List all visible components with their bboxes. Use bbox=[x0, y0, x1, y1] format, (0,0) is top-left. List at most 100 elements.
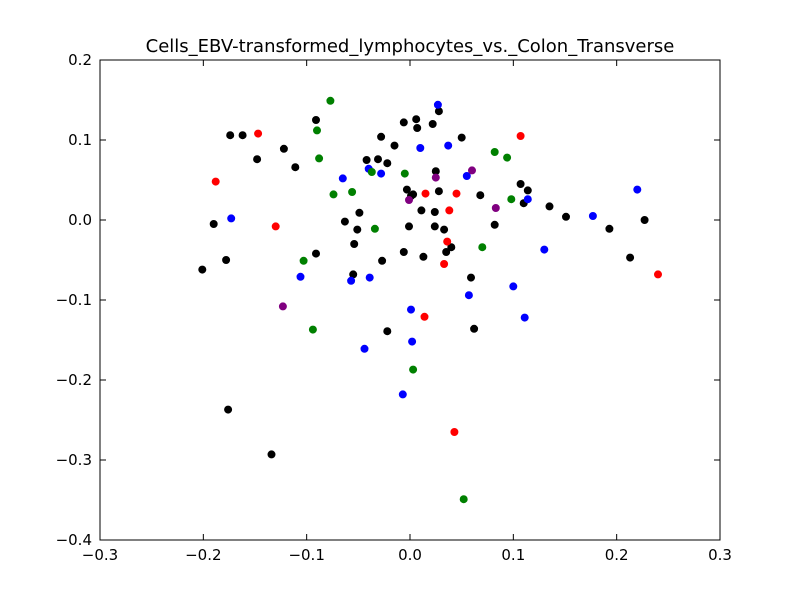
data-point bbox=[399, 248, 408, 256]
data-point bbox=[367, 168, 376, 176]
data-point bbox=[416, 144, 425, 152]
data-point bbox=[353, 225, 362, 234]
y-tick-label: −0.1 bbox=[56, 291, 92, 309]
data-point bbox=[412, 115, 421, 124]
x-tick-label: 0.3 bbox=[708, 546, 732, 564]
data-point bbox=[640, 216, 649, 224]
data-point bbox=[545, 202, 554, 211]
data-point bbox=[523, 186, 532, 195]
data-point bbox=[507, 195, 516, 204]
data-point bbox=[503, 153, 512, 162]
x-tick-label: 0.0 bbox=[398, 546, 422, 564]
data-point bbox=[254, 129, 263, 138]
y-tick-label: −0.2 bbox=[56, 371, 92, 389]
data-point bbox=[450, 428, 459, 436]
data-point bbox=[377, 169, 386, 178]
x-tick-label: −0.1 bbox=[288, 546, 324, 564]
data-point bbox=[400, 169, 409, 178]
y-tick-label: 0.2 bbox=[68, 51, 92, 69]
data-point bbox=[413, 124, 422, 132]
y-tick-label: 0.0 bbox=[68, 211, 92, 229]
data-point bbox=[419, 252, 428, 261]
data-point bbox=[383, 159, 392, 168]
data-point bbox=[430, 222, 439, 231]
data-point bbox=[278, 302, 287, 311]
data-point bbox=[291, 163, 300, 172]
data-point bbox=[478, 243, 487, 252]
x-tick-label: −0.2 bbox=[185, 546, 221, 564]
data-point bbox=[434, 187, 443, 196]
data-point bbox=[462, 172, 471, 180]
data-point bbox=[467, 273, 475, 282]
data-point bbox=[299, 256, 308, 265]
data-point bbox=[490, 220, 499, 229]
points-layer bbox=[198, 96, 662, 504]
data-point bbox=[445, 206, 454, 215]
y-tick-label: −0.4 bbox=[56, 531, 92, 549]
data-point bbox=[398, 390, 407, 399]
data-point bbox=[211, 177, 220, 186]
data-point bbox=[209, 220, 218, 228]
data-point bbox=[238, 131, 247, 140]
data-point bbox=[470, 324, 479, 333]
data-point bbox=[360, 344, 369, 353]
data-point bbox=[296, 272, 305, 281]
data-point bbox=[253, 155, 262, 164]
data-point bbox=[407, 305, 415, 314]
data-point bbox=[224, 405, 233, 414]
data-point bbox=[516, 180, 525, 188]
data-point bbox=[540, 245, 549, 254]
data-point bbox=[417, 206, 426, 215]
data-point bbox=[374, 155, 382, 164]
x-tick-label: 0.1 bbox=[501, 546, 525, 564]
data-point bbox=[516, 132, 525, 140]
data-point bbox=[520, 313, 529, 322]
x-tick-label: −0.3 bbox=[82, 546, 118, 564]
data-point bbox=[626, 253, 635, 262]
data-point bbox=[326, 96, 335, 105]
data-point bbox=[338, 174, 347, 183]
data-point bbox=[313, 126, 321, 135]
data-point bbox=[421, 189, 430, 198]
data-point bbox=[605, 224, 614, 233]
data-point bbox=[405, 196, 413, 204]
data-point bbox=[420, 312, 429, 321]
data-point bbox=[476, 191, 485, 200]
data-point bbox=[350, 240, 359, 248]
data-point bbox=[447, 243, 456, 252]
y-tick-label: −0.3 bbox=[56, 451, 92, 469]
data-point bbox=[402, 185, 411, 194]
data-point bbox=[444, 141, 453, 150]
data-point bbox=[588, 212, 597, 220]
data-point bbox=[633, 185, 642, 194]
data-point bbox=[434, 107, 443, 116]
data-point bbox=[431, 173, 440, 182]
data-point bbox=[222, 256, 231, 264]
data-point bbox=[362, 156, 371, 164]
chart-title: Cells_EBV-transformed_lymphocytes_vs._Co… bbox=[146, 36, 675, 57]
data-point bbox=[523, 195, 532, 204]
data-point bbox=[459, 495, 468, 504]
data-point bbox=[562, 212, 570, 221]
data-point bbox=[409, 365, 418, 374]
data-point bbox=[355, 208, 364, 217]
data-point bbox=[442, 248, 451, 256]
data-point bbox=[312, 116, 320, 124]
data-point bbox=[409, 190, 418, 199]
data-point bbox=[365, 273, 374, 282]
data-point bbox=[390, 141, 399, 150]
data-point bbox=[509, 282, 518, 291]
data-point bbox=[227, 214, 236, 223]
data-point bbox=[428, 120, 437, 128]
data-point bbox=[315, 154, 324, 163]
x-tick-label: 0.2 bbox=[605, 546, 629, 564]
data-point bbox=[464, 291, 473, 300]
data-point bbox=[433, 100, 442, 109]
data-point bbox=[267, 450, 276, 459]
data-point bbox=[312, 249, 320, 258]
data-point bbox=[279, 144, 288, 153]
data-point bbox=[226, 131, 235, 140]
data-point bbox=[271, 222, 280, 231]
